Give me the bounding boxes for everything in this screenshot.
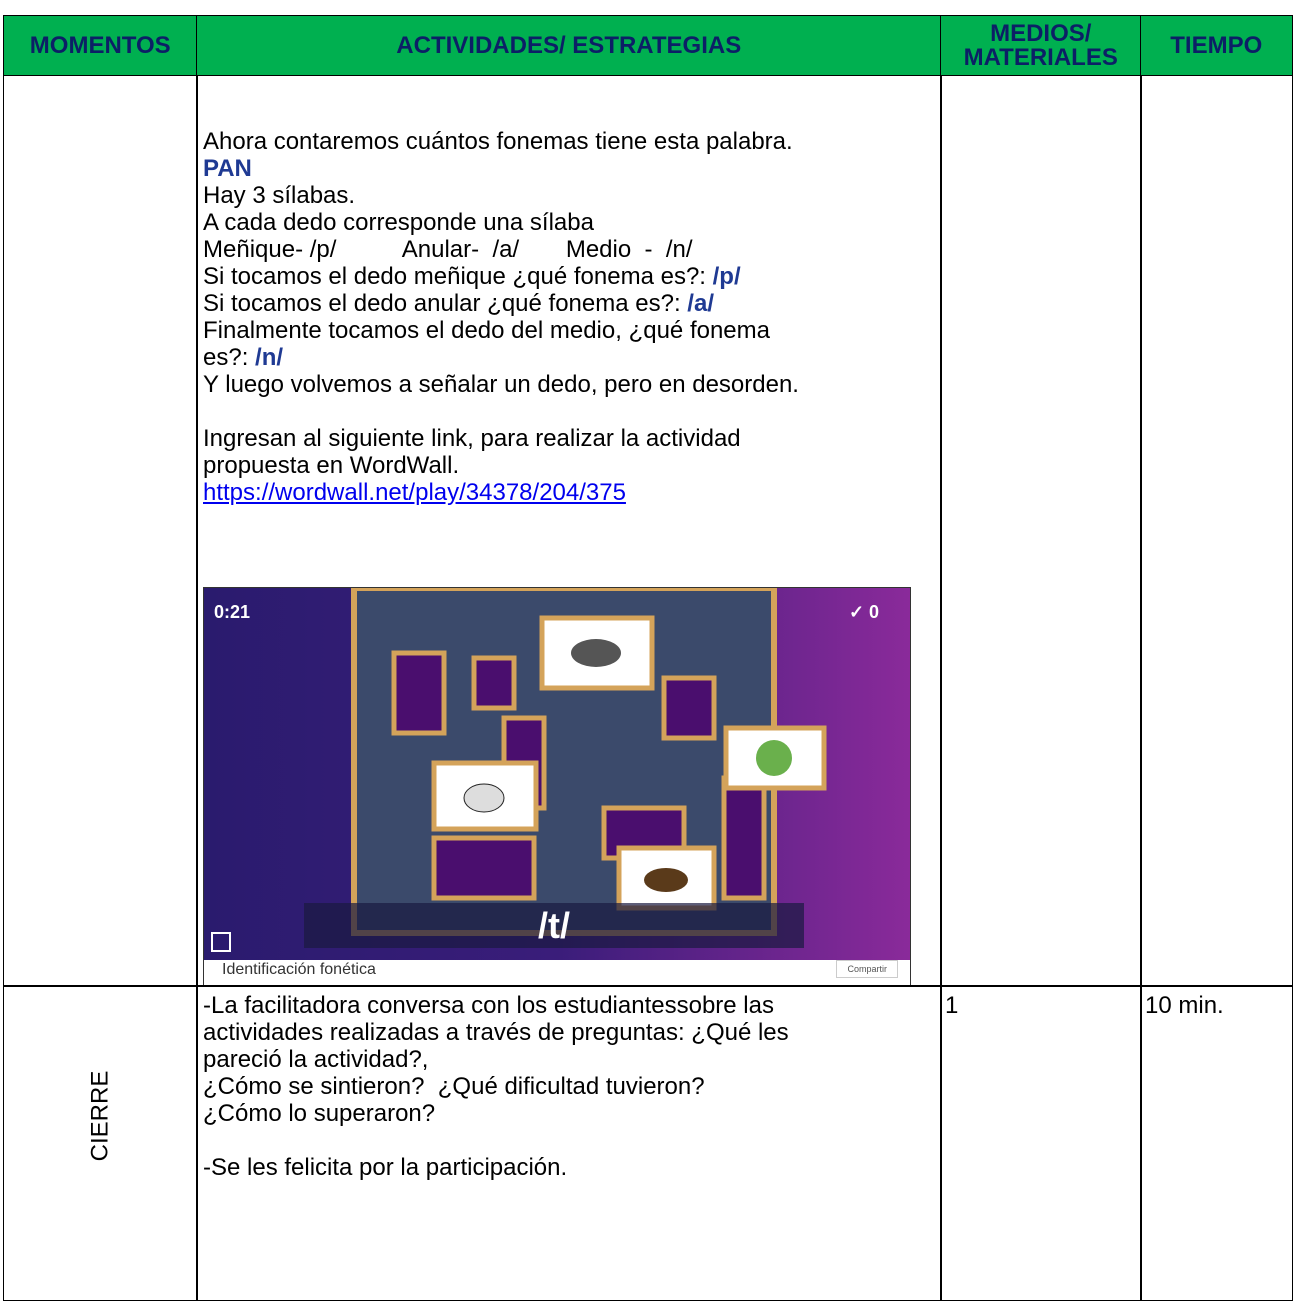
text-line: ¿Cómo lo superaron? bbox=[203, 1100, 941, 1127]
menu-icon[interactable] bbox=[211, 932, 231, 952]
text-line: Finalmente tocamos el dedo del medio, ¿q… bbox=[203, 317, 941, 344]
tiempo-cell: 10 min. bbox=[1140, 985, 1293, 1301]
medios-cell: 1 bbox=[940, 985, 1142, 1301]
text: ¿Cómo se sintieron? ¿Qué dificultad tuvi… bbox=[203, 1073, 705, 1100]
text-line: ¿Cómo se sintieron? ¿Qué dificultad tuvi… bbox=[203, 1073, 941, 1100]
header-cell: ACTIVIDADES/ ESTRATEGIAS bbox=[196, 15, 942, 76]
text-line: Ahora contaremos cuántos fonemas tiene e… bbox=[203, 128, 941, 155]
emphasis: /a/ bbox=[687, 290, 714, 317]
text-line: Y luego volvemos a señalar un dedo, pero… bbox=[203, 371, 941, 398]
card bbox=[539, 615, 655, 691]
text: Ahora contaremos cuántos fonemas tiene e… bbox=[203, 128, 793, 155]
emphasis: PAN bbox=[203, 155, 252, 182]
text-line: Ingresan al siguiente link, para realiza… bbox=[203, 425, 941, 452]
activities-cell: -La facilitadora conversa con los estudi… bbox=[196, 985, 942, 1301]
text: pareció la actividad?, bbox=[203, 1046, 429, 1073]
text-line bbox=[203, 1127, 941, 1154]
cow bbox=[463, 783, 505, 813]
bull bbox=[644, 868, 688, 892]
header-cell: MEDIOS/ MATERIALES bbox=[940, 15, 1142, 76]
header-cell: MOMENTOS bbox=[3, 15, 198, 76]
text-line bbox=[203, 398, 941, 425]
text: Hay 3 sílabas. bbox=[203, 182, 356, 209]
text: -La facilitadora conversa con los estudi… bbox=[203, 992, 774, 1019]
text: actividades realizadas a través de pregu… bbox=[203, 1019, 789, 1046]
text: -Se les felicita por la participación. bbox=[203, 1154, 568, 1181]
text-line: Hay 3 sílabas. bbox=[203, 182, 941, 209]
momento-cell bbox=[3, 75, 198, 987]
header-cell: TIEMPO bbox=[1140, 15, 1293, 76]
text-line: PAN bbox=[203, 155, 941, 182]
activities-cell: Ahora contaremos cuántos fonemas tiene e… bbox=[196, 75, 942, 987]
game-screenshot: 0:21 ✓ 0 /t/ Identificación fonética Com… bbox=[203, 587, 911, 986]
text-line: -Se les felicita por la participación. bbox=[203, 1154, 941, 1181]
text-line: actividades realizadas a través de pregu… bbox=[203, 1019, 941, 1046]
score: ✓ 0 bbox=[849, 602, 879, 622]
text: propuesta en WordWall. bbox=[203, 452, 460, 479]
momento-cell: CIERRE bbox=[3, 985, 198, 1301]
sound: /t/ bbox=[538, 905, 570, 946]
text: es?: bbox=[203, 344, 256, 371]
text-line: pareció la actividad?, bbox=[203, 1046, 941, 1073]
text-line: -La facilitadora conversa con los estudi… bbox=[203, 992, 941, 1019]
text: A cada dedo corresponde una sílaba bbox=[203, 209, 594, 236]
text: Y luego volvemos a señalar un dedo, pero… bbox=[203, 371, 799, 398]
page: MOMENTOS ACTIVIDADES/ ESTRATEGIAS MEDIOS/ … bbox=[3, 15, 1293, 1301]
text-line: Si tocamos el dedo meñique ¿qué fonema e… bbox=[203, 263, 941, 290]
share-button[interactable]: Compartir bbox=[836, 960, 898, 978]
game-scene: 0:21 ✓ 0 /t/ bbox=[204, 588, 910, 960]
text-line: propuesta en WordWall. bbox=[203, 452, 941, 479]
momento: CIERRE bbox=[86, 1070, 114, 1162]
sound-bar bbox=[304, 903, 804, 948]
text-line: A cada dedo corresponde una sílaba bbox=[203, 209, 941, 236]
tiempo-cell bbox=[1140, 75, 1293, 987]
medios-cell bbox=[940, 75, 1142, 987]
text: Finalmente tocamos el dedo del medio, ¿q… bbox=[203, 317, 770, 344]
text: Ingresan al siguiente link, para realiza… bbox=[203, 425, 741, 452]
frog bbox=[756, 740, 792, 776]
seal bbox=[571, 639, 621, 667]
text-line: es?: /n/ bbox=[203, 344, 941, 371]
text: Si tocamos el dedo anular ¿qué fonema es… bbox=[203, 290, 688, 317]
link[interactable]: https://wordwall.net/play/34378/204/375 bbox=[203, 479, 626, 506]
text: ¿Cómo lo superaron? bbox=[203, 1100, 436, 1127]
timer: 0:21 bbox=[214, 602, 250, 622]
text: Si tocamos el dedo meñique ¿qué fonema e… bbox=[203, 263, 713, 290]
emphasis: /p/ bbox=[712, 263, 741, 290]
emphasis: /n/ bbox=[255, 344, 284, 371]
text-line: Meñique- /p/ Anular- /a/ Medio - /n/ bbox=[203, 236, 941, 263]
text-line: https://wordwall.net/play/34378/204/375 bbox=[203, 479, 941, 506]
caption: Identificación fonética bbox=[222, 961, 376, 978]
text-line: Si tocamos el dedo anular ¿qué fonema es… bbox=[203, 290, 941, 317]
maze-walls bbox=[391, 650, 767, 901]
text: Meñique- /p/ Anular- /a/ Medio - /n/ bbox=[203, 236, 693, 263]
